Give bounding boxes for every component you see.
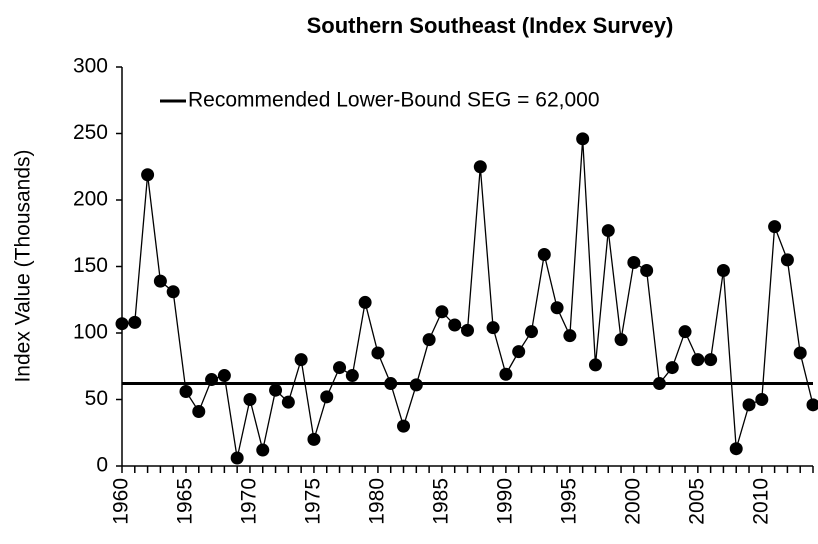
x-tick-label: 2010 [749,478,772,525]
data-point [499,367,513,381]
data-point [384,377,398,391]
legend-label: Recommended Lower-Bound SEG = 62,000 [188,89,600,112]
data-point [269,383,283,397]
x-tick-label: 1975 [301,478,324,525]
y-tick-label: 250 [73,121,108,144]
data-point [704,353,718,367]
data-point [640,263,654,277]
data-point [512,345,526,359]
y-axis-label: Index Value (Thousands) [12,149,35,382]
data-point [409,378,423,392]
data-point [166,285,180,299]
x-tick-label: 2000 [621,478,644,525]
data-point [243,393,257,406]
data-point [307,432,321,446]
data-point [729,442,743,456]
data-point [601,224,615,238]
data-point [537,248,551,262]
x-tick-label: 1990 [493,478,516,525]
y-tick-label: 150 [73,254,108,277]
data-point [550,301,564,315]
data-point [473,160,487,174]
y-tick-label: 0 [96,454,108,477]
data-point [665,361,679,375]
data-point [716,263,730,277]
y-tick-label: 300 [73,55,108,78]
data-point [435,305,449,319]
x-tick-label: 1980 [365,478,388,525]
data-point [333,361,347,375]
data-point [192,404,206,418]
x-tick-label: 1960 [110,478,133,525]
data-point [627,256,641,270]
y-tick-label: 200 [73,188,108,211]
data-point [422,333,436,347]
data-point [345,369,359,383]
data-point [217,369,231,383]
data-point [563,329,577,343]
x-tick-label: 1995 [557,478,580,525]
y-tick-label: 100 [73,321,108,344]
data-point [371,346,385,360]
data-point [141,168,155,182]
data-point [179,385,193,399]
x-tick-label: 2005 [685,478,708,525]
data-point [256,443,270,457]
series-line [121,138,814,459]
data-point [768,220,782,234]
x-tick-label: 1970 [238,478,261,525]
data-point [281,395,295,409]
data-point [614,333,628,347]
data-point [652,377,666,391]
data-point [524,325,538,339]
data-point [793,346,807,360]
x-tick-label: 1965 [174,478,197,525]
data-point [588,358,602,372]
data-point [448,318,462,332]
data-point [780,253,794,267]
data-point [461,323,474,337]
data-point [205,373,219,387]
data-point [230,451,244,465]
data-point [678,325,692,339]
data-point [153,274,167,288]
data-point [320,390,334,404]
data-point [742,398,756,412]
x-tick-label: 1985 [429,478,452,525]
data-point [486,321,500,335]
data-point [128,315,142,329]
data-point [397,419,411,433]
data-point [806,398,818,412]
chart-title: Southern Southeast (Index Survey) [307,13,674,38]
y-tick-label: 50 [85,387,108,410]
data-point [294,353,308,367]
data-point [115,317,129,331]
data-point [691,353,705,367]
data-point [358,295,372,309]
data-point [576,132,590,146]
data-point [755,393,769,406]
